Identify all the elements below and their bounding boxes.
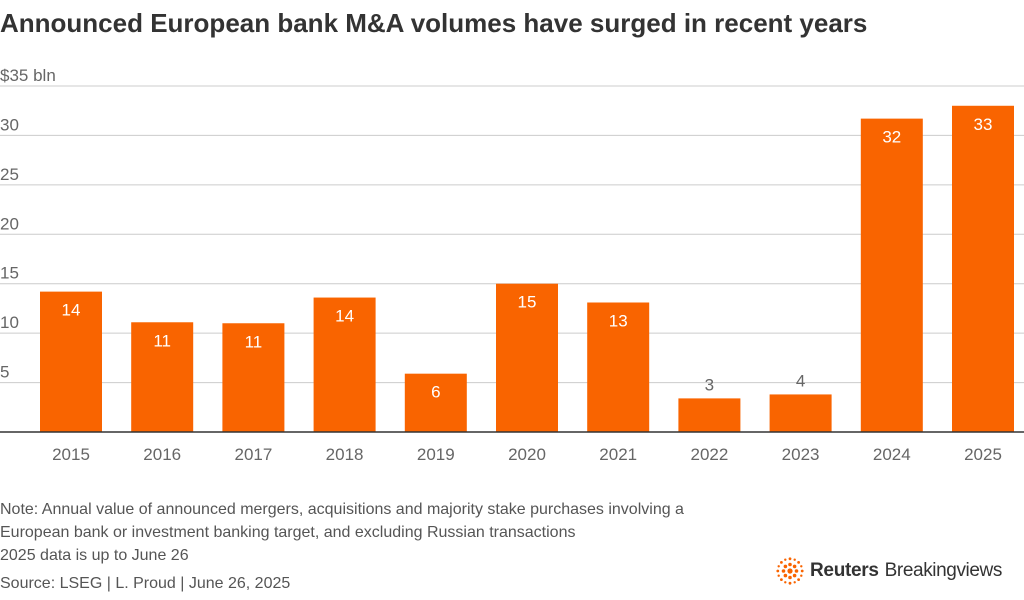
y-axis-ticks: 5 10 15 20 25 30 $35 bln: [0, 66, 56, 382]
data-label: 13: [609, 311, 628, 330]
logo-brand-text: Reuters: [810, 560, 879, 581]
x-tick-label: 2015: [52, 445, 90, 464]
data-label: 3: [705, 375, 714, 394]
bar-2023: [769, 394, 832, 432]
y-tick-label: 5: [0, 363, 9, 382]
y-tick-label: $35 bln: [0, 66, 56, 85]
y-tick-label: 15: [0, 264, 19, 283]
data-label: 6: [431, 383, 440, 402]
data-label: 11: [153, 331, 171, 350]
x-tick-label: 2016: [143, 445, 181, 464]
chart-note: Note: Annual value of announced mergers,…: [0, 498, 760, 567]
y-tick-label: 10: [0, 313, 19, 332]
x-tick-label: 2019: [417, 445, 455, 464]
bar-2022: [678, 398, 741, 432]
bar-2021: [587, 302, 650, 432]
x-tick-label: 2025: [964, 445, 1002, 464]
x-tick-label: 2020: [508, 445, 546, 464]
bar-2019: [404, 373, 467, 432]
x-tick-label: 2024: [873, 445, 911, 464]
reuters-breakingviews-logo: Reuters Breakingviews: [776, 556, 1002, 586]
reuters-dot-logo-icon: [776, 557, 804, 585]
bar-2015: [40, 291, 102, 432]
note-line: Note: Annual value of announced mergers,…: [0, 501, 684, 518]
note-line: European bank or investment banking targ…: [0, 524, 576, 541]
chart-source: Source: LSEG | L. Proud | June 26, 2025: [0, 575, 291, 592]
bar-2018: [313, 297, 376, 432]
data-label: 33: [974, 115, 993, 134]
y-tick-label: 30: [0, 115, 19, 134]
x-tick-label: 2023: [782, 445, 820, 464]
y-tick-label: 25: [0, 165, 19, 184]
y-tick-label: 20: [0, 214, 19, 233]
logo-product-text: Breakingviews: [884, 560, 1003, 581]
data-label: 15: [518, 293, 537, 312]
bar-2016: [131, 322, 194, 432]
data-label: 14: [62, 301, 81, 320]
x-tick-label: 2017: [234, 445, 272, 464]
data-labels: 14 11 11 14 6 15 13 3 4 32 33: [62, 115, 993, 402]
x-axis-ticks: 2015 2016 2017 2018 2019 2020 2021 2022 2023 2024…: [52, 445, 1002, 464]
data-label: 32: [882, 128, 901, 147]
bar-2020: [496, 283, 558, 432]
x-tick-label: 2018: [326, 445, 364, 464]
x-tick-label: 2021: [599, 445, 637, 464]
bar-2024: [860, 118, 923, 432]
bars: [40, 105, 1014, 433]
x-tick-label: 2022: [690, 445, 728, 464]
bar-2025: [952, 105, 1014, 433]
data-label: 11: [245, 332, 263, 351]
note-line: 2025 data is up to June 26: [0, 547, 189, 564]
data-label: 4: [796, 371, 805, 390]
bar-2017: [222, 323, 285, 432]
chart-title: Announced European bank M&A volumes have…: [0, 8, 868, 38]
data-label: 14: [335, 307, 354, 326]
